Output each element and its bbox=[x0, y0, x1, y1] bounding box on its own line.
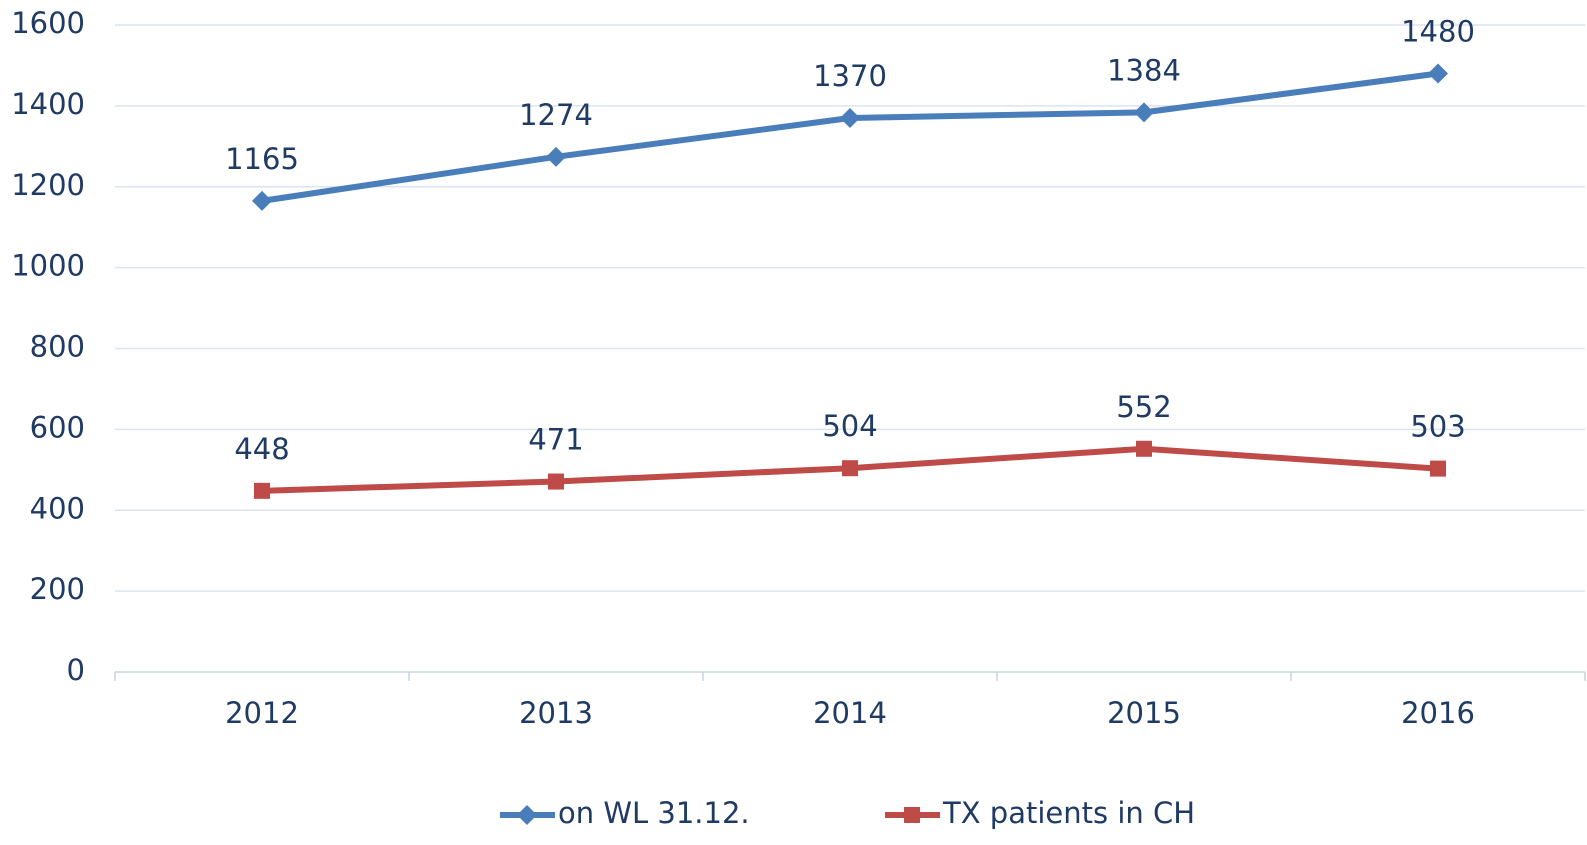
point-marker bbox=[254, 482, 270, 499]
point-marker bbox=[1134, 102, 1154, 123]
x-tick-label: 2016 bbox=[1401, 696, 1475, 730]
point-marker bbox=[840, 108, 860, 129]
point-marker bbox=[1430, 460, 1446, 477]
point-marker bbox=[842, 460, 858, 477]
x-tick-label: 2015 bbox=[1107, 696, 1181, 730]
y-tick-label: 1600 bbox=[11, 6, 85, 40]
legend-label: TX patients in CH bbox=[942, 796, 1195, 830]
legend-marker bbox=[517, 805, 537, 825]
y-tick-label: 200 bbox=[30, 572, 85, 606]
y-tick-label: 1400 bbox=[11, 87, 85, 121]
y-tick-label: 1200 bbox=[11, 168, 85, 202]
data-label: 552 bbox=[1116, 390, 1171, 424]
data-label: 504 bbox=[822, 409, 877, 443]
legend-label: on WL 31.12. bbox=[558, 796, 750, 830]
legend-marker bbox=[904, 807, 920, 823]
data-label: 1165 bbox=[225, 142, 299, 176]
point-marker bbox=[1136, 440, 1152, 457]
y-tick-label: 0 bbox=[67, 653, 85, 687]
x-tick-label: 2014 bbox=[813, 696, 887, 730]
data-label: 1384 bbox=[1107, 53, 1181, 87]
x-tick-label: 2012 bbox=[225, 696, 299, 730]
y-tick-label: 1000 bbox=[11, 249, 85, 283]
x-tick-label: 2013 bbox=[519, 696, 593, 730]
point-marker bbox=[252, 190, 272, 211]
y-tick-label: 400 bbox=[30, 491, 85, 525]
point-marker bbox=[546, 146, 566, 167]
point-marker bbox=[1428, 63, 1448, 84]
data-label: 1370 bbox=[813, 59, 887, 93]
point-marker bbox=[548, 473, 564, 490]
data-label: 471 bbox=[528, 423, 583, 457]
y-tick-label: 600 bbox=[30, 410, 85, 444]
data-label: 448 bbox=[234, 432, 289, 466]
y-tick-label: 800 bbox=[30, 330, 85, 364]
data-label: 1274 bbox=[519, 98, 593, 132]
data-label: 503 bbox=[1410, 410, 1465, 444]
data-label: 1480 bbox=[1401, 15, 1475, 49]
